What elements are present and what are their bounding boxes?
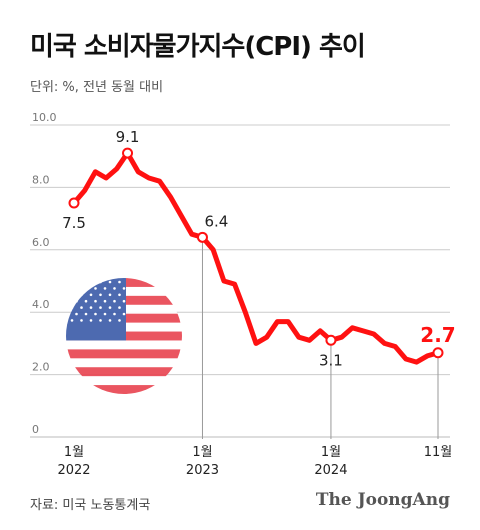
markers-layer: 7.5 9.1 6.4 3.1 2.7 [62, 128, 456, 369]
us-flag-icon [66, 278, 182, 394]
data-point-marker [432, 347, 444, 359]
flag-star [89, 293, 93, 297]
x-tick-year: 2023 [186, 463, 219, 478]
data-point-marker [68, 197, 80, 209]
unit-note: 단위: %, 전년 동월 대비 [30, 80, 164, 95]
flag-stripe [66, 349, 182, 359]
source-note: 자료: 미국 노동통계국 [30, 498, 151, 513]
data-label: 6.4 [204, 212, 228, 230]
flag-star [118, 306, 121, 309]
flag-star [108, 293, 112, 297]
flag-star [118, 280, 121, 284]
publisher-logo: The JoongAng [315, 490, 450, 510]
flag-star [80, 306, 83, 309]
flag-star [118, 319, 121, 322]
flag-star [80, 319, 83, 322]
flag-star [70, 319, 74, 322]
flag-star [84, 287, 88, 290]
flag-star [103, 312, 107, 316]
y-tick-label: 2.0 [32, 361, 50, 374]
y-tick-label: 8.0 [32, 173, 50, 186]
y-tick-label: 10.0 [32, 111, 57, 124]
flag-star [99, 319, 102, 322]
flag-star [80, 280, 83, 284]
grid-lines [30, 124, 450, 438]
data-point-marker [325, 334, 337, 346]
x-tick-year: 2022 [57, 463, 90, 478]
series-layer [71, 150, 441, 365]
cpi-line [71, 150, 441, 365]
data-label: 7.5 [62, 214, 86, 232]
y-tick-label: 4.0 [32, 298, 50, 311]
x-tick-year: 2024 [314, 463, 347, 478]
x-tick-label: 1월 [321, 445, 341, 460]
flag-star [84, 312, 88, 316]
flag-star [70, 306, 74, 309]
flag-star [89, 319, 93, 322]
y-tick-label: 6.0 [32, 236, 50, 249]
flag-star [75, 287, 78, 290]
flag-star [103, 299, 107, 303]
flag-star [89, 306, 93, 309]
data-label: 3.1 [319, 351, 343, 369]
data-label: 9.1 [116, 128, 140, 146]
guide-lines [201, 237, 439, 439]
flag-star [94, 299, 97, 303]
chart-title: 미국 소비자물가지수(CPI) 추이 [30, 32, 366, 62]
flag-star [122, 299, 126, 303]
flag-star [103, 287, 107, 290]
flag-stripe [66, 385, 182, 394]
flag-star [80, 293, 83, 297]
y-ticks-layer: 0 2.0 4.0 6.0 8.0 10.0 [32, 111, 57, 436]
flag-star [113, 312, 116, 316]
x-tick-label: 1월 [192, 445, 212, 460]
flag-star [118, 293, 121, 297]
flag-star [99, 306, 102, 309]
flag-star [89, 280, 93, 284]
data-point-marker [122, 147, 134, 159]
flag-star [122, 287, 126, 290]
flag-star [122, 312, 126, 316]
flag-star [113, 287, 116, 290]
data-point-marker [196, 231, 208, 243]
flag-star [75, 312, 78, 316]
flag-star [70, 280, 74, 284]
x-tick-label: 1월 [64, 445, 84, 460]
x-ticks-layer: 1월 2022 1월 2023 1월 2024 11월 [57, 445, 452, 478]
y-tick-label: 0 [32, 423, 39, 436]
data-label: 2.7 [420, 323, 455, 347]
flag-star [94, 312, 97, 316]
flag-star [108, 306, 112, 309]
x-tick-label: 11월 [424, 445, 453, 460]
flag-star [94, 287, 97, 290]
flag-stripe [66, 367, 182, 377]
flag-star [108, 319, 112, 322]
flag-star [113, 299, 116, 303]
flag-star [75, 299, 78, 303]
flag-star [70, 293, 74, 297]
flag-star [99, 280, 102, 284]
flag-star [99, 293, 102, 297]
flag-star [84, 299, 88, 303]
flag-star [108, 280, 112, 284]
